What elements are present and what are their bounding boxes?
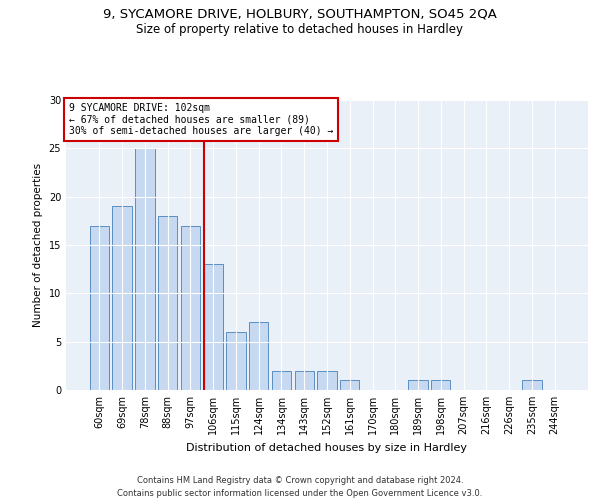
Bar <box>135 148 155 390</box>
Text: 9, SYCAMORE DRIVE, HOLBURY, SOUTHAMPTON, SO45 2QA: 9, SYCAMORE DRIVE, HOLBURY, SOUTHAMPTON,… <box>103 8 497 20</box>
Y-axis label: Number of detached properties: Number of detached properties <box>33 163 43 327</box>
X-axis label: Distribution of detached houses by size in Hardley: Distribution of detached houses by size … <box>187 442 467 452</box>
Bar <box>317 370 337 390</box>
Bar <box>295 370 314 390</box>
Bar <box>181 226 200 390</box>
Bar <box>409 380 428 390</box>
Bar <box>272 370 291 390</box>
Text: Size of property relative to detached houses in Hardley: Size of property relative to detached ho… <box>137 22 464 36</box>
Text: Contains HM Land Registry data © Crown copyright and database right 2024.
Contai: Contains HM Land Registry data © Crown c… <box>118 476 482 498</box>
Bar <box>226 332 245 390</box>
Bar <box>112 206 132 390</box>
Bar <box>522 380 542 390</box>
Bar <box>249 322 268 390</box>
Bar <box>431 380 451 390</box>
Bar <box>90 226 109 390</box>
Bar <box>158 216 178 390</box>
Text: 9 SYCAMORE DRIVE: 102sqm
← 67% of detached houses are smaller (89)
30% of semi-d: 9 SYCAMORE DRIVE: 102sqm ← 67% of detach… <box>68 103 333 136</box>
Bar <box>340 380 359 390</box>
Bar <box>203 264 223 390</box>
